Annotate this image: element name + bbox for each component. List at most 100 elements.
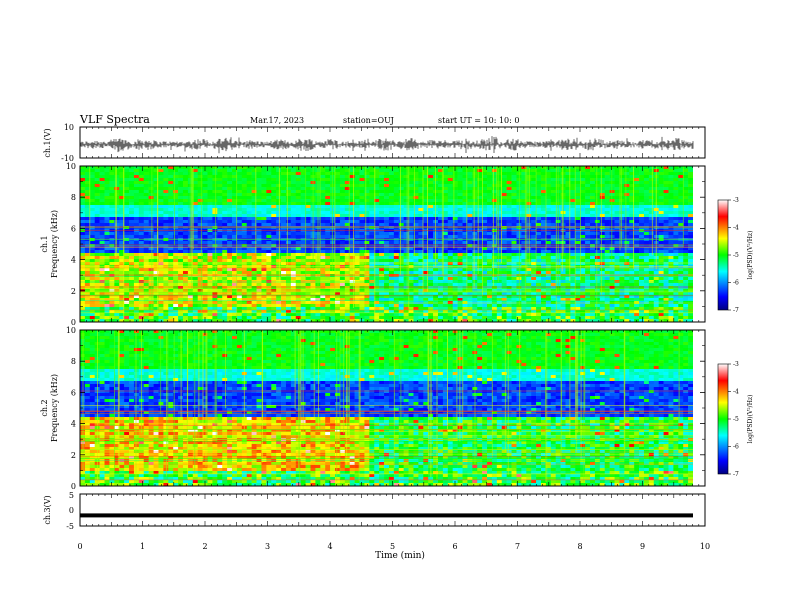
spectrogram-cell <box>594 244 601 248</box>
spectrogram-cell <box>232 268 238 272</box>
spectrogram-cell <box>256 259 262 263</box>
spectrogram-cell <box>565 283 571 287</box>
spectrogram-cell <box>629 196 635 200</box>
spectrogram-cell <box>398 241 404 245</box>
spectrogram-cell <box>124 190 130 194</box>
spectrogram-cell <box>354 196 360 200</box>
spectrogram-cell <box>403 223 409 227</box>
spectrogram-cell <box>99 190 105 194</box>
spectrogram-cell <box>80 181 86 185</box>
spectrogram-cell <box>639 211 645 215</box>
spectrogram-cell <box>158 187 164 191</box>
spectrogram-cell <box>295 250 301 254</box>
spectrogram-cell <box>281 202 287 206</box>
spectrogram-cell <box>501 193 507 197</box>
spectrogram-cell <box>163 235 169 239</box>
spectrogram-cell <box>99 202 105 206</box>
spectrogram-cell <box>491 223 498 227</box>
spectrogram-cell <box>624 190 630 194</box>
spectrogram-cell <box>639 253 645 257</box>
spectrogram-cell <box>683 178 689 182</box>
spectrogram-cell <box>290 196 297 200</box>
spectrogram-cell <box>256 235 262 239</box>
spectrogram-cell <box>330 175 336 179</box>
spectrogram-cell <box>683 193 689 197</box>
spectrogram-cell <box>178 217 184 221</box>
spectrogram-cell <box>580 271 586 275</box>
spectrogram-cell <box>251 244 257 248</box>
spectrogram-cell <box>148 208 154 212</box>
spectrogram-cell <box>634 262 640 266</box>
spectrogram-cell <box>379 217 385 221</box>
spectrogram-cell <box>339 283 346 287</box>
spectrogram-cell <box>138 196 145 200</box>
spectrogram-cell <box>423 193 429 197</box>
spectrogram-cell <box>374 244 380 248</box>
spectrogram-cell <box>482 223 488 227</box>
spectrogram-cell <box>344 175 351 179</box>
spectrogram-cell <box>232 181 238 185</box>
spectrogram-cell <box>506 223 512 227</box>
spectrogram-cell <box>639 205 645 209</box>
spectrogram-cell <box>565 205 571 209</box>
spectrogram-cell <box>506 271 512 275</box>
spectrogram-cell <box>158 250 164 254</box>
spectrogram-cell <box>585 241 591 245</box>
spectrogram-cell <box>271 247 277 251</box>
spectrogram-cell <box>173 244 179 248</box>
spectrogram-cell <box>565 217 571 221</box>
spectrogram-cell <box>148 217 154 221</box>
spectrogram-cell <box>540 169 547 173</box>
spectrogram-cell <box>658 241 664 245</box>
spectrogram-cell <box>261 262 267 266</box>
spectrogram-cell <box>339 217 346 221</box>
spectrogram-cell <box>182 202 189 206</box>
spectrogram-cell <box>540 271 547 275</box>
spectrogram-cell <box>452 232 458 236</box>
spectrogram-cell <box>590 220 596 224</box>
spectrogram-cell <box>643 271 650 275</box>
spectrogram-cell <box>388 268 395 272</box>
spectrogram-cell <box>491 202 498 206</box>
spectrogram-cell <box>335 259 341 263</box>
spectrogram-cell <box>187 277 194 281</box>
station-label: station=OUJ <box>343 116 394 125</box>
spectrogram-cell <box>663 175 669 179</box>
spectrogram-cell <box>281 205 287 209</box>
spectrogram-cell <box>94 202 100 206</box>
spectrogram-cell <box>251 193 257 197</box>
spectrogram-cell <box>153 187 159 191</box>
spectrogram-cell <box>462 184 468 188</box>
spectrogram-cell <box>271 223 277 227</box>
spectrogram-cell <box>290 187 297 191</box>
spectrogram-cell <box>281 175 287 179</box>
spectrogram-cell <box>683 256 689 260</box>
spectrogram-cell <box>374 277 380 281</box>
spectrogram-cell <box>178 175 184 179</box>
spectrogram-cell <box>521 271 527 275</box>
spectrogram-cell <box>580 187 586 191</box>
spectrogram-cell <box>261 256 267 260</box>
spectrogram-cell <box>482 220 488 224</box>
spectrogram-cell <box>261 187 267 191</box>
spectrogram-cell <box>585 169 591 173</box>
spectrogram-cell <box>143 283 149 287</box>
spectrogram-cell <box>413 247 419 251</box>
spectrogram-cell <box>94 214 100 218</box>
spectrogram-cell <box>423 169 429 173</box>
spectrogram-cell <box>604 172 610 176</box>
spectrogram-cell <box>398 172 404 176</box>
spectrogram-cell <box>472 235 478 239</box>
spectrogram-cell <box>442 196 449 200</box>
spectrogram-cell <box>359 277 365 281</box>
spectrogram-cell <box>271 235 277 239</box>
spectrogram-cell <box>80 241 86 245</box>
spectrogram-cell <box>290 235 297 239</box>
spectrogram-cell <box>487 268 493 272</box>
spectrogram-cell <box>594 217 601 221</box>
spectrogram-cell <box>403 214 409 218</box>
spectrogram-cell <box>467 193 473 197</box>
spectrogram-cell <box>511 223 517 227</box>
spectrogram-cell <box>565 268 571 272</box>
spectrogram-cell <box>197 214 203 218</box>
